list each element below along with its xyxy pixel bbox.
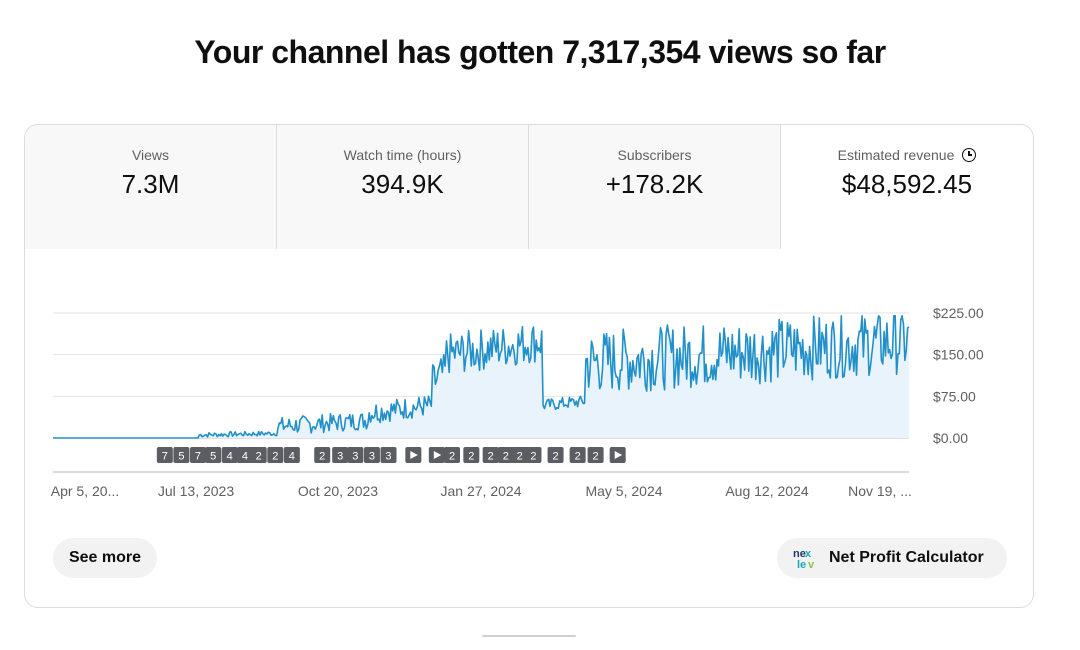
annotation-marker	[363, 447, 380, 463]
x-tick-label: Apr 5, 20...	[51, 483, 119, 499]
annotation-marker-label: 5	[178, 451, 184, 463]
annotation-marker	[314, 447, 331, 463]
annotation-marker-label: 2	[593, 451, 599, 463]
clock-icon[interactable]	[962, 148, 977, 162]
see-more-button[interactable]: See more	[53, 538, 157, 578]
home-indicator	[482, 635, 576, 637]
annotation-marker	[547, 447, 564, 463]
annotation-marker-label: 2	[468, 451, 474, 463]
nextlevel-logo-icon: ne x le v	[793, 548, 815, 569]
annotation-marker	[173, 447, 190, 463]
annotation-marker-label: 2	[256, 451, 262, 463]
annotation-marker-label: 5	[210, 451, 216, 463]
annotation-marker-label: 2	[272, 451, 278, 463]
annotation-marker-label: 2	[575, 451, 581, 463]
metric-tabs: Views 7.3M Watch time (hours) 394.9K Sub…	[25, 125, 1033, 249]
x-tick-label: Oct 20, 2023	[298, 483, 378, 499]
svg-text:x: x	[805, 548, 812, 560]
tab-watch-time-label: Watch time (hours)	[343, 147, 462, 163]
svg-text:ne: ne	[793, 548, 806, 560]
annotation-marker-label: 4	[242, 451, 248, 463]
annotation-marker	[250, 447, 267, 463]
tab-revenue-value: $48,592.45	[841, 169, 973, 199]
tab-subscribers[interactable]: Subscribers +178.2K	[529, 125, 781, 249]
y-tick-label: $75.00	[933, 388, 976, 404]
annotation-marker-label: 3	[352, 451, 358, 463]
y-tick-label: $225.00	[933, 305, 984, 321]
annotation-marker-label: 4	[289, 451, 295, 463]
annotation-marker	[444, 447, 461, 463]
net-profit-calculator-button[interactable]: ne x le v Net Profit Calculator	[777, 538, 1007, 578]
annotation-marker	[347, 447, 364, 463]
tab-views-label: Views	[131, 147, 170, 163]
annotation-marker	[569, 447, 586, 463]
revenue-line	[53, 315, 910, 439]
tab-views[interactable]: Views 7.3M	[25, 125, 277, 249]
annotation-marker-label: 2	[517, 451, 523, 463]
x-tick-label: Jul 13, 2023	[158, 483, 234, 499]
annotation-marker-label: 4	[227, 451, 233, 463]
tab-estimated-revenue[interactable]: Estimated revenue $48,592.45	[781, 125, 1033, 249]
annotation-marker	[283, 447, 300, 463]
annotation-marker-label: 3	[369, 451, 375, 463]
x-tick-label: Aug 12, 2024	[725, 483, 809, 499]
svg-text:v: v	[808, 559, 815, 569]
annotation-marker	[267, 447, 284, 463]
annotation-marker-label: 2	[449, 451, 455, 463]
tab-subscribers-label: Subscribers	[617, 147, 692, 163]
annotation-marker-label: 2	[503, 451, 509, 463]
tab-watch-time-value: 394.9K	[361, 169, 444, 199]
annotation-marker-label: 3	[385, 451, 391, 463]
tab-watch-time[interactable]: Watch time (hours) 394.9K	[277, 125, 529, 249]
tab-subscribers-value: +178.2K	[605, 169, 704, 199]
annotation-marker-label: 7	[162, 451, 168, 463]
tab-views-value: 7.3M	[121, 169, 180, 199]
x-tick-label: May 5, 2024	[585, 483, 662, 499]
y-tick-label: $0.00	[933, 430, 968, 446]
annotation-marker	[463, 447, 480, 463]
y-tick-label: $150.00	[933, 347, 984, 363]
annotation-marker-label: 7	[195, 451, 201, 463]
x-tick-label: Nov 19, ...	[848, 483, 912, 499]
annotation-marker	[189, 447, 206, 463]
net-profit-calculator-label: Net Profit Calculator	[829, 549, 984, 566]
annotation-marker-label: 2	[488, 451, 494, 463]
tab-revenue-label: Estimated revenue	[837, 147, 955, 163]
play-icon	[433, 451, 442, 459]
annotation-marker	[236, 447, 253, 463]
play-icon	[614, 451, 623, 459]
revenue-chart: $0.00$75.00$150.00$225.007 5 7 5 4 4 2 2 4 2 3 3 3 3 2…	[51, 305, 984, 499]
tab-revenue-label-row: Estimated revenue	[781, 147, 1033, 163]
analytics-card: Views 7.3M Watch time (hours) 394.9K Sub…	[24, 124, 1034, 608]
play-icon	[410, 451, 418, 459]
annotation-marker-label: 2	[530, 451, 536, 463]
x-tick-label: Jan 27, 2024	[441, 483, 522, 499]
annotation-marker	[332, 447, 349, 463]
annotation-marker	[482, 447, 499, 463]
svg-text:le: le	[797, 559, 806, 569]
annotation-marker	[380, 447, 397, 463]
annotation-marker	[511, 447, 528, 463]
revenue-area	[53, 315, 909, 438]
annotation-marker	[156, 447, 173, 463]
annotation-marker-label: 2	[319, 451, 325, 463]
annotation-marker	[497, 447, 514, 463]
annotation-marker-label: 3	[337, 451, 343, 463]
annotation-marker	[221, 447, 238, 463]
annotation-marker-label: 2	[552, 451, 558, 463]
page-headline: Your channel has gotten 7,317,354 views …	[194, 34, 886, 70]
annotation-marker	[587, 447, 604, 463]
annotation-marker	[205, 447, 222, 463]
annotation-marker	[525, 447, 542, 463]
